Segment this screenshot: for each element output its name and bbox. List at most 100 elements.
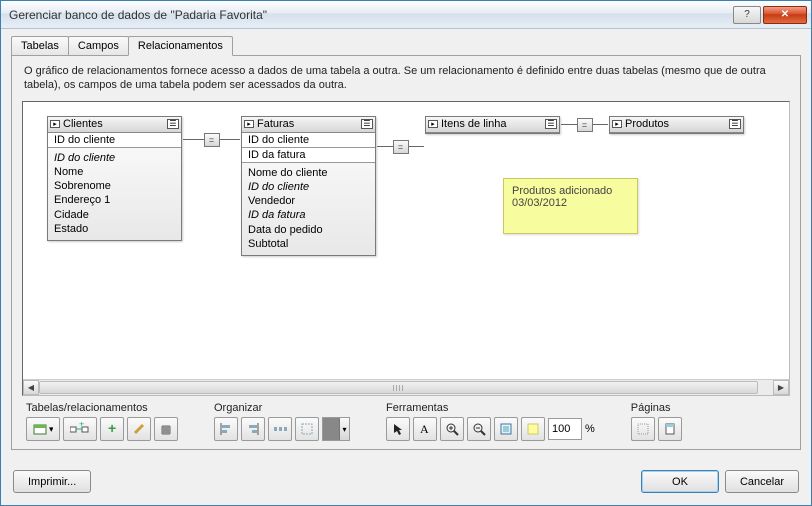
table-header[interactable]: ▸ Faturas ☰ <box>242 117 375 133</box>
close-button[interactable]: ✕ <box>763 6 807 24</box>
field-list: Nome do cliente ID do cliente Vendedor I… <box>242 163 375 256</box>
sticky-note[interactable]: Produtos adicionado 03/03/2012 <box>503 178 638 234</box>
toolgroup-arrange: Organizar ▾ <box>214 402 350 441</box>
toolgroup-pages: Páginas <box>631 402 682 441</box>
field[interactable]: ID do cliente <box>248 180 369 194</box>
duplicate-button[interactable]: + <box>100 417 124 441</box>
toolgroup-tools: Ferramentas A % <box>386 402 595 441</box>
tab-campos[interactable]: Campos <box>68 36 129 56</box>
field[interactable]: Vendedor <box>248 194 369 208</box>
tab-body: O gráfico de relacionamentos fornece ace… <box>11 55 801 450</box>
svg-text:A: A <box>420 422 429 436</box>
align-left-button[interactable] <box>214 417 238 441</box>
page-setup-button[interactable] <box>658 417 682 441</box>
scroll-left-icon[interactable]: ◀ <box>23 380 39 395</box>
cancel-button[interactable]: Cancelar <box>725 470 799 493</box>
print-button[interactable]: Imprimir... <box>13 470 91 493</box>
field[interactable]: Nome do cliente <box>248 166 369 180</box>
relationship-canvas[interactable]: ▸ Clientes ☰ ID do cliente ID do cliente… <box>23 102 789 379</box>
h-scrollbar[interactable]: ◀ ▶ <box>23 379 789 395</box>
distribute-h-button[interactable] <box>268 417 292 441</box>
key-field[interactable]: ID do cliente <box>242 133 375 148</box>
table-header[interactable]: ▸ Produtos ☰ <box>610 117 743 133</box>
color-picker-button[interactable]: ▾ <box>322 417 350 441</box>
tab-strip: Tabelas Campos Relacionamentos <box>11 36 801 56</box>
toolgroup-label: Ferramentas <box>386 402 595 414</box>
relationship-link[interactable]: = <box>561 118 608 132</box>
help-button[interactable]: ? <box>733 6 761 24</box>
note-line: Produtos adicionado <box>512 185 629 197</box>
note-line: 03/03/2012 <box>512 197 629 209</box>
delete-button[interactable] <box>154 417 178 441</box>
pointer-tool-button[interactable] <box>386 417 410 441</box>
table-produtos[interactable]: ▸ Produtos ☰ <box>609 116 744 134</box>
svg-text:+: + <box>108 422 116 436</box>
table-header[interactable]: ▸ Clientes ☰ <box>48 117 181 133</box>
edit-button[interactable] <box>127 417 151 441</box>
toolbar: Tabelas/relacionamentos ▾ + + Organizar <box>22 396 790 441</box>
table-menu-icon[interactable]: ☰ <box>361 119 373 129</box>
field[interactable]: ID da fatura <box>248 208 369 222</box>
zoom-in-button[interactable] <box>440 417 464 441</box>
scroll-right-icon[interactable]: ▶ <box>773 380 789 395</box>
expand-toggle-icon[interactable]: ▸ <box>244 120 254 128</box>
zoom-percent-label: % <box>585 423 595 435</box>
relationship-canvas-frame: ▸ Clientes ☰ ID do cliente ID do cliente… <box>22 101 790 396</box>
tab-tabelas[interactable]: Tabelas <box>11 36 69 56</box>
scroll-track[interactable] <box>39 380 773 395</box>
field[interactable]: Subtotal <box>248 237 369 251</box>
table-menu-icon[interactable]: ☰ <box>729 119 741 129</box>
add-table-button[interactable]: ▾ <box>26 417 60 441</box>
titlebar: Gerenciar banco de dados de "Padaria Fav… <box>1 1 811 29</box>
field[interactable]: Data do pedido <box>248 223 369 237</box>
relationship-link[interactable]: = <box>377 140 424 154</box>
toolgroup-label: Organizar <box>214 402 350 414</box>
table-itens-de-linha[interactable]: ▸ Itens de linha ☰ <box>425 116 560 134</box>
expand-toggle-icon[interactable]: ▸ <box>428 120 438 128</box>
text-tool-button[interactable]: A <box>413 417 437 441</box>
rel-operator: = <box>204 133 220 147</box>
zoom-control: % <box>548 418 595 440</box>
dialog-window: Gerenciar banco de dados de "Padaria Fav… <box>0 0 812 506</box>
table-title: Clientes <box>63 118 167 130</box>
table-title: Itens de linha <box>441 118 545 130</box>
zoom-out-button[interactable] <box>467 417 491 441</box>
svg-text:▾: ▾ <box>49 424 53 434</box>
page-breaks-button[interactable] <box>631 417 655 441</box>
svg-text:+: + <box>79 422 84 429</box>
note-tool-button[interactable] <box>521 417 545 441</box>
ok-button[interactable]: OK <box>641 470 719 493</box>
zoom-input[interactable] <box>548 418 582 440</box>
toolgroup-label: Tabelas/relacionamentos <box>26 402 178 414</box>
table-title: Faturas <box>257 118 361 130</box>
rel-operator: = <box>577 118 593 132</box>
resize-button[interactable] <box>295 417 319 441</box>
relationship-link[interactable]: = <box>183 133 240 147</box>
field[interactable]: Estado <box>54 222 175 236</box>
table-title: Produtos <box>625 118 729 130</box>
field[interactable]: Cidade <box>54 208 175 222</box>
scroll-thumb[interactable] <box>39 381 758 394</box>
field[interactable]: Sobrenome <box>54 179 175 193</box>
add-relationship-button[interactable]: + <box>63 417 97 441</box>
expand-toggle-icon[interactable]: ▸ <box>612 120 622 128</box>
field[interactable]: ID do cliente <box>54 151 175 165</box>
rel-operator: = <box>393 140 409 154</box>
description-text: O gráfico de relacionamentos fornece ace… <box>22 64 790 93</box>
table-menu-icon[interactable]: ☰ <box>545 119 557 129</box>
table-header[interactable]: ▸ Itens de linha ☰ <box>426 117 559 133</box>
key-field[interactable]: ID da fatura <box>242 148 375 163</box>
tab-relacionamentos[interactable]: Relacionamentos <box>128 36 233 56</box>
fit-view-button[interactable] <box>494 417 518 441</box>
key-field[interactable]: ID do cliente <box>48 133 181 148</box>
field[interactable]: Endereço 1 <box>54 193 175 207</box>
toolgroup-tables: Tabelas/relacionamentos ▾ + + <box>26 402 178 441</box>
table-clientes[interactable]: ▸ Clientes ☰ ID do cliente ID do cliente… <box>47 116 182 242</box>
toolgroup-label: Páginas <box>631 402 682 414</box>
dialog-footer: Imprimir... OK Cancelar <box>1 460 811 505</box>
table-menu-icon[interactable]: ☰ <box>167 119 179 129</box>
align-right-button[interactable] <box>241 417 265 441</box>
table-faturas[interactable]: ▸ Faturas ☰ ID do cliente ID da fatura N… <box>241 116 376 257</box>
field[interactable]: Nome <box>54 165 175 179</box>
expand-toggle-icon[interactable]: ▸ <box>50 120 60 128</box>
